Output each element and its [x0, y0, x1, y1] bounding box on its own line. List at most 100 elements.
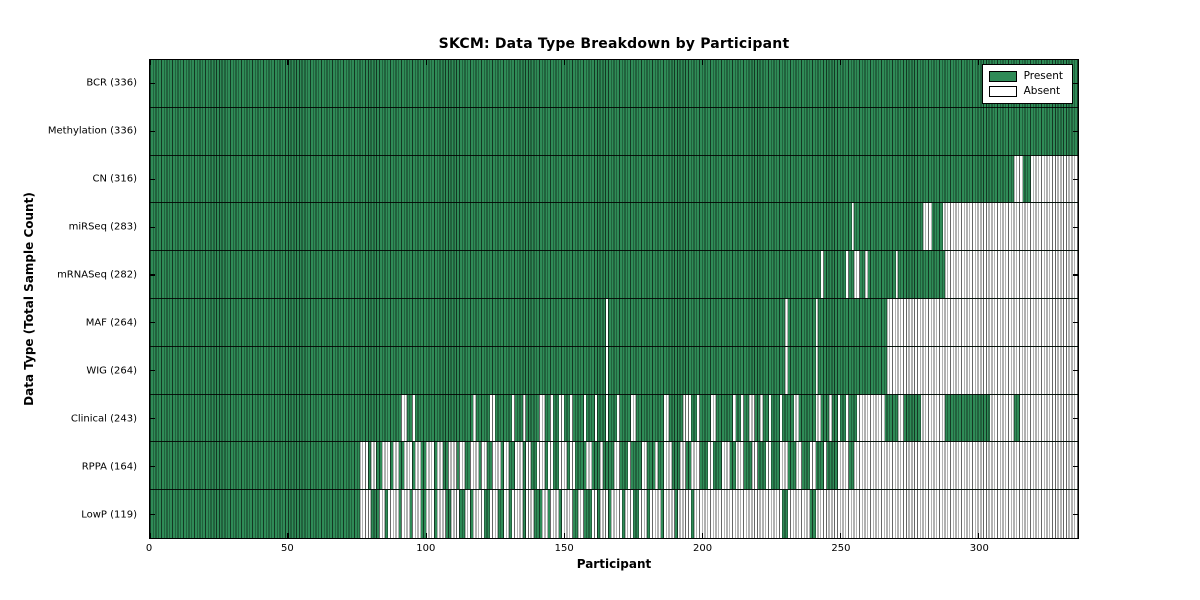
absent-segment — [760, 394, 764, 442]
absent-segment — [550, 394, 554, 442]
y-tick-mark — [1073, 274, 1078, 276]
absent-segment — [821, 251, 824, 298]
absent-segment — [641, 442, 648, 490]
y-tick-mark — [1073, 417, 1078, 420]
absent-segment — [696, 394, 700, 442]
x-tick-mark — [701, 533, 703, 538]
y-tick-mark — [1073, 131, 1078, 133]
x-tick-label-250: 250 — [831, 543, 851, 554]
x-tick-mark — [287, 533, 289, 538]
y-tick-mark — [150, 274, 155, 276]
y-tick-mark — [1073, 322, 1078, 324]
absent-segment — [846, 394, 849, 442]
absent-segment — [382, 442, 391, 490]
absent-segment — [412, 490, 421, 538]
x-tick-label-100: 100 — [416, 543, 436, 554]
absent-segment — [503, 442, 510, 490]
absent-segment — [569, 394, 573, 442]
y-tick-mark — [150, 131, 155, 133]
absent-segment — [473, 394, 476, 442]
absent-segment — [448, 442, 457, 490]
absent-segment — [514, 442, 523, 490]
x-tick-label-300: 300 — [969, 543, 989, 554]
absent-segment — [525, 490, 534, 538]
y-tick-mark — [150, 178, 155, 181]
absent-segment — [464, 490, 471, 538]
datatype-row-cn — [150, 155, 1078, 204]
absent-segment — [605, 298, 609, 346]
absent-segment — [627, 442, 631, 490]
absent-segment — [663, 394, 670, 442]
absent-segment — [785, 298, 788, 346]
absent-segment — [691, 442, 700, 490]
x-tick-label-200: 200 — [693, 543, 713, 554]
y-tick-label-mirseq: miRSeq (283) — [68, 221, 137, 233]
legend-swatch-present-icon — [988, 71, 1017, 82]
absent-segment — [677, 490, 692, 538]
datatype-row-methylation — [150, 107, 1078, 156]
y-tick-mark — [150, 83, 155, 85]
absent-segment — [426, 490, 435, 538]
absent-segment — [920, 394, 946, 442]
y-tick-label-lowp: LowP (119) — [81, 509, 137, 521]
datatype-row-maf — [150, 298, 1078, 347]
absent-segment — [616, 394, 620, 442]
absent-segment — [630, 394, 637, 442]
absent-segment — [370, 442, 377, 490]
absent-segment — [741, 394, 744, 442]
absent-segment — [989, 394, 1015, 442]
y-tick-label-mrnaseq: mRNASeq (282) — [57, 269, 137, 281]
absent-segment — [542, 490, 548, 538]
absent-segment — [489, 394, 496, 442]
absent-segment — [558, 394, 565, 442]
absent-segment — [359, 442, 369, 490]
absent-segment — [489, 490, 498, 538]
legend-label-present: Present — [1023, 70, 1063, 83]
absent-segment — [586, 442, 592, 490]
y-tick-mark — [150, 465, 155, 467]
absent-segment — [732, 394, 736, 442]
absent-segment — [379, 490, 385, 538]
absent-segment — [614, 442, 620, 490]
x-tick-mark — [287, 60, 289, 65]
legend: Present Absent — [981, 64, 1073, 104]
absent-segment — [887, 298, 1078, 346]
y-tick-label-maf: MAF (264) — [85, 317, 137, 329]
absent-segment — [401, 490, 410, 538]
absent-segment — [536, 442, 545, 490]
absent-segment — [583, 394, 587, 442]
absent-segment — [785, 346, 788, 394]
absent-segment — [492, 442, 501, 490]
absent-segment — [837, 394, 841, 442]
absent-segment — [779, 394, 783, 442]
x-tick-mark — [563, 533, 565, 538]
absent-segment — [735, 442, 744, 490]
datatype-row-bcr — [150, 60, 1078, 108]
absent-segment — [710, 394, 717, 442]
absent-segment — [393, 442, 399, 490]
x-tick-mark — [149, 60, 151, 65]
absent-segment — [437, 490, 446, 538]
x-tick-label-0: 0 — [145, 543, 153, 554]
absent-segment — [815, 394, 822, 442]
datatype-row-wig — [150, 346, 1078, 395]
absent-segment — [887, 346, 1078, 394]
absent-segment — [683, 394, 692, 442]
absent-segment — [525, 442, 532, 490]
absent-segment — [923, 203, 932, 251]
y-tick-label-methylation: Methylation (336) — [47, 125, 137, 137]
absent-segment — [561, 490, 573, 538]
x-tick-label-150: 150 — [554, 543, 574, 554]
legend-label-absent: Absent — [1023, 85, 1061, 98]
y-tick-mark — [150, 322, 155, 324]
heatmap-rows — [150, 60, 1078, 538]
absent-segment — [404, 442, 413, 490]
absent-segment — [481, 442, 487, 490]
datatype-row-mrnaseq — [150, 251, 1078, 299]
absent-segment — [837, 442, 849, 490]
absent-segment — [578, 490, 584, 538]
absent-segment — [638, 490, 648, 538]
x-tick-label-50: 50 — [281, 543, 294, 554]
absent-segment — [680, 442, 686, 490]
